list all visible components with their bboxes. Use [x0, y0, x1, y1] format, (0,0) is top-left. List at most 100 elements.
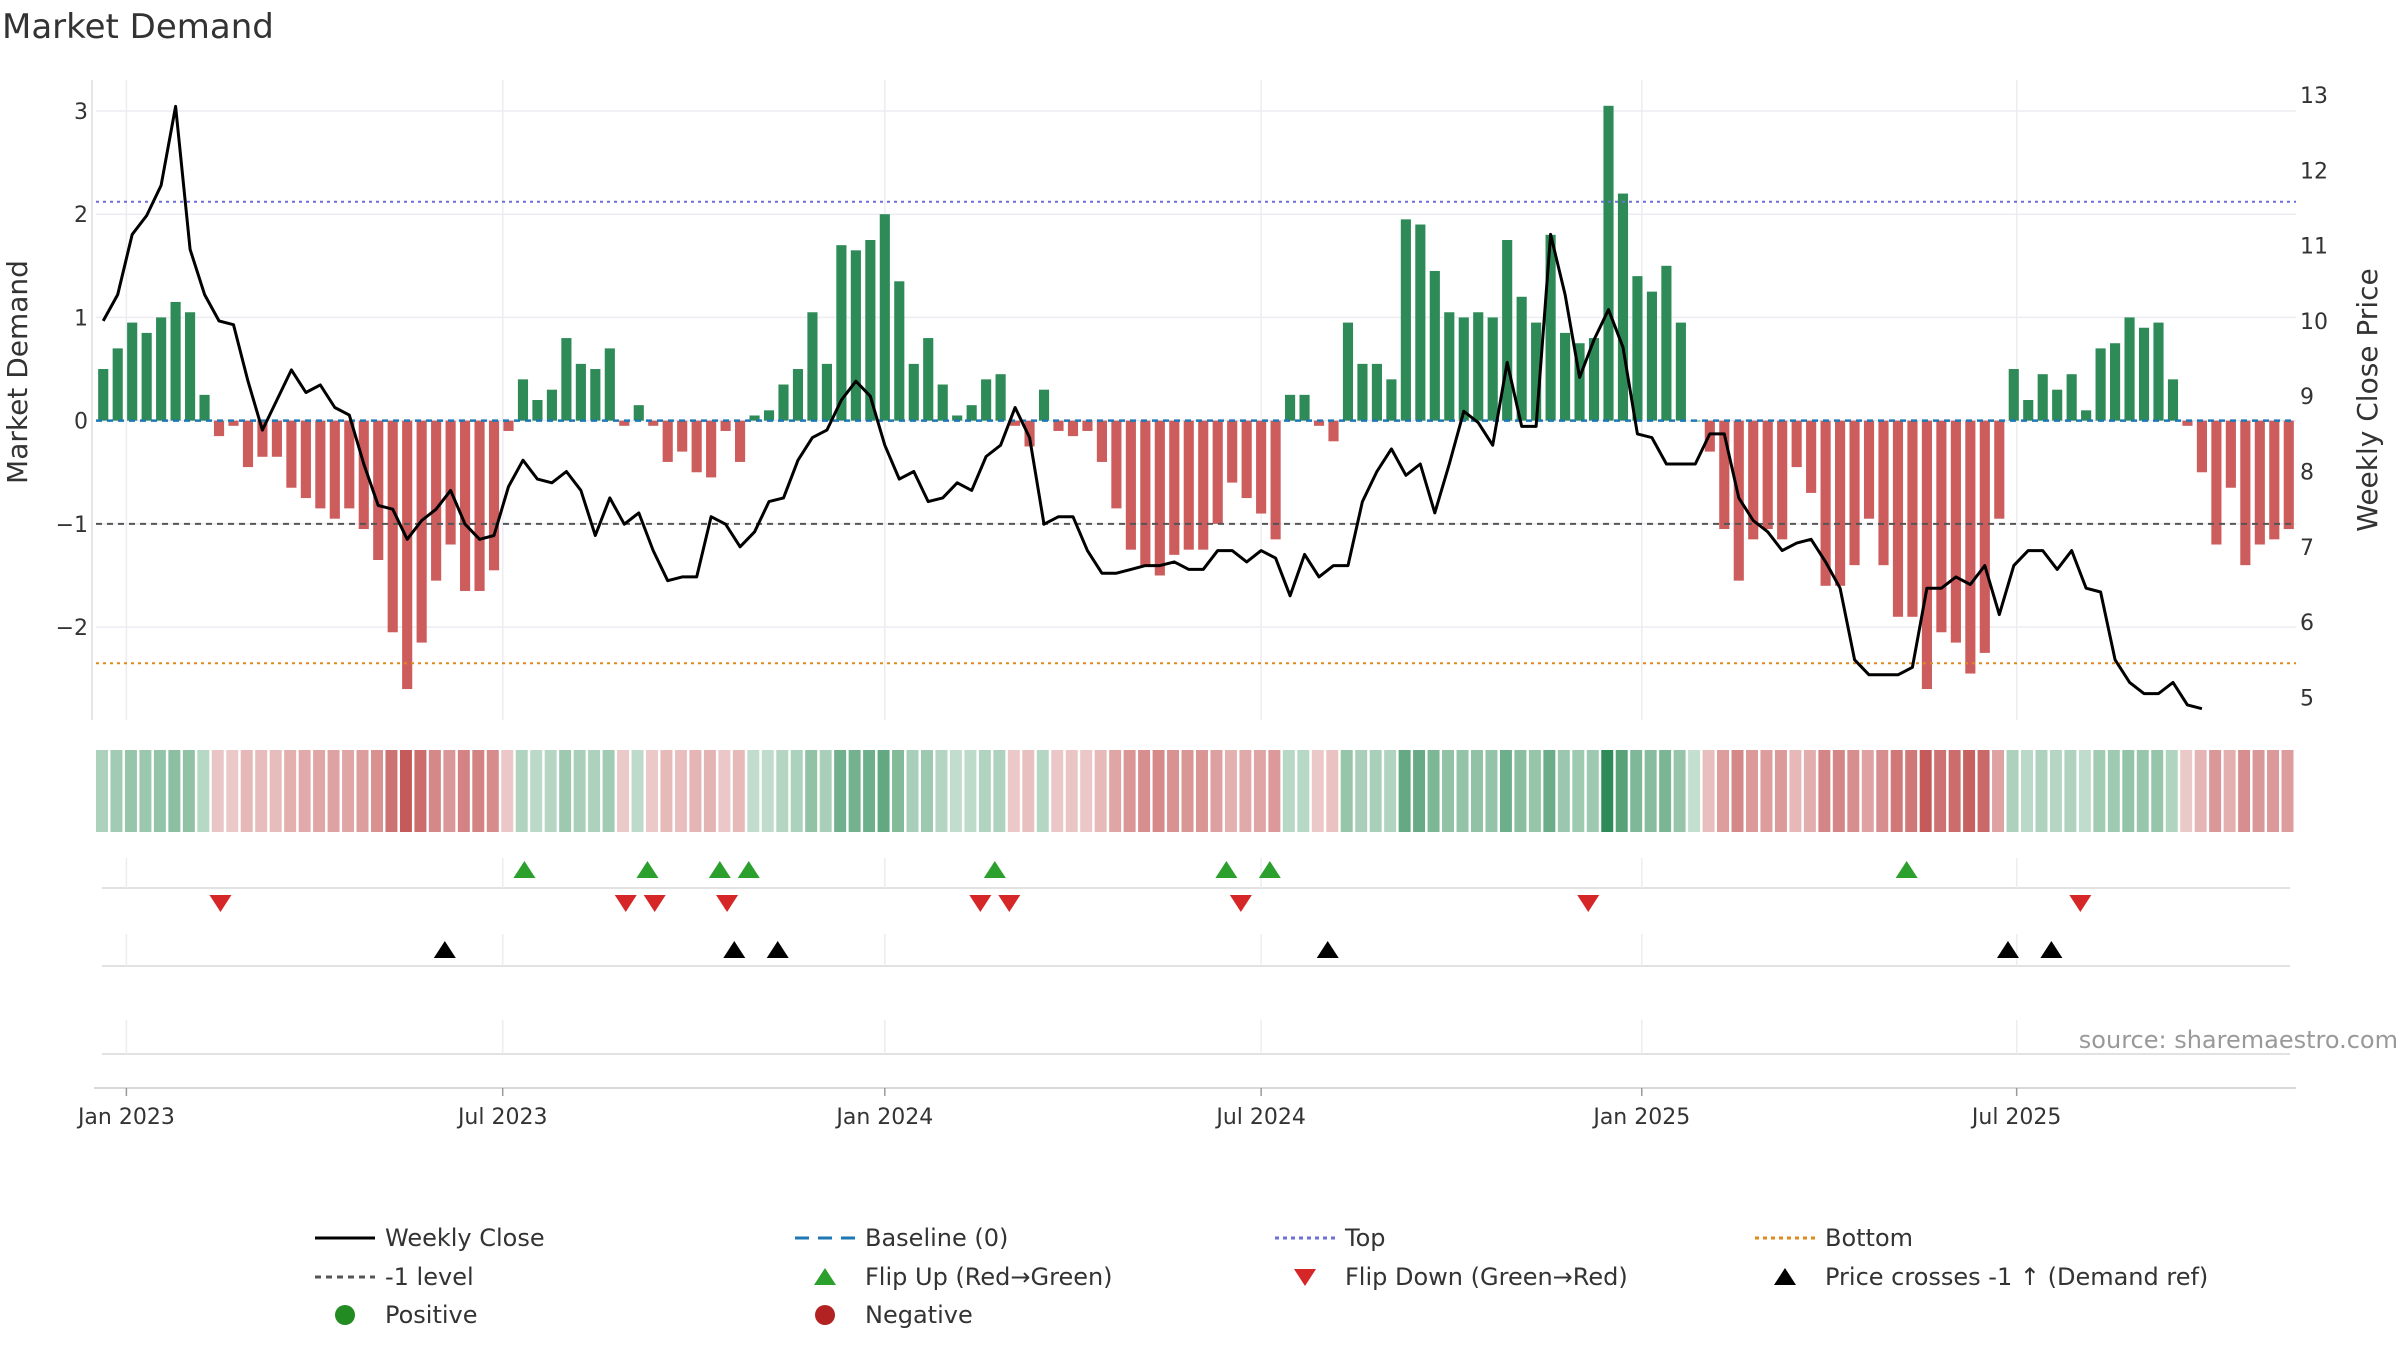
legend-label: Flip Up (Red→Green) — [865, 1263, 1113, 1291]
heat-cell — [1326, 750, 1339, 832]
bar-positive — [199, 394, 210, 421]
bar-negative — [2225, 420, 2236, 488]
heat-cell — [2223, 750, 2236, 832]
price-cross-marker — [723, 941, 746, 958]
bar-positive — [995, 374, 1006, 421]
heat-cell — [1456, 750, 1469, 832]
heat-cell — [515, 750, 528, 832]
bar-negative — [706, 420, 717, 478]
demand-heat-strip — [96, 750, 2294, 832]
bar-positive — [633, 405, 644, 421]
heat-cell — [1717, 750, 1730, 832]
heat-cell — [2035, 750, 2048, 832]
bar-negative — [1806, 420, 1817, 493]
bar-positive — [807, 312, 818, 421]
heat-cell — [501, 750, 514, 832]
bar-negative — [1979, 420, 1990, 653]
heat-cell — [1138, 750, 1151, 832]
legend-swatch — [814, 1268, 836, 1285]
bar-negative — [1328, 420, 1339, 442]
y-axis-left-label: Market Demand — [1, 260, 34, 484]
bar-negative — [213, 420, 225, 437]
heat-cell — [1557, 750, 1570, 832]
heat-cell — [168, 750, 181, 832]
bar-negative — [1067, 420, 1079, 437]
price-cross-marker — [1316, 941, 1339, 958]
heat-cell — [356, 750, 369, 832]
bar-positive — [2153, 322, 2164, 421]
bar-negative — [1024, 420, 1035, 447]
flip-down-marker — [2069, 895, 2092, 912]
bar-negative — [488, 420, 500, 571]
bar-negative — [1125, 420, 1136, 550]
bar-negative — [1849, 420, 1860, 566]
bar-positive — [1285, 394, 1296, 421]
bar-negative — [1227, 420, 1238, 483]
price-cross-marker — [433, 941, 456, 958]
heat-cell — [1615, 750, 1628, 832]
bar-positive — [1342, 322, 1354, 421]
heat-cell — [978, 750, 991, 832]
heat-cell — [313, 750, 326, 832]
bar-negative — [677, 420, 688, 452]
bar-negative — [1140, 420, 1151, 566]
heat-cell — [414, 750, 427, 832]
bar-positive — [127, 322, 138, 421]
heat-cell — [1992, 750, 2005, 832]
heat-cell — [269, 750, 282, 832]
y-tick-left: 1 — [74, 306, 88, 331]
bar-positive — [937, 384, 948, 421]
flip-down-marker — [1577, 895, 1600, 912]
bar-negative — [1936, 420, 1947, 633]
bar-positive — [1646, 291, 1657, 421]
legend-label: Top — [1344, 1224, 1386, 1252]
bar-positive — [2081, 410, 2092, 421]
bar-positive — [141, 332, 152, 421]
bar-positive — [575, 363, 586, 421]
flip-down-marker — [998, 895, 1021, 912]
bar-negative — [329, 420, 340, 519]
heat-cell — [834, 750, 847, 832]
x-tick-label: Jul 2025 — [1970, 1105, 2062, 1130]
legend-swatch — [1294, 1269, 1316, 1286]
heat-cell — [1572, 750, 1585, 832]
bar-positive — [1560, 332, 1571, 421]
heat-cell — [1832, 750, 1845, 832]
price-cross-marker — [2040, 941, 2063, 958]
x-tick-label: Jul 2023 — [456, 1105, 548, 1130]
bar-negative — [720, 420, 731, 431]
bar-negative — [1082, 420, 1093, 431]
bar-negative — [1111, 420, 1122, 509]
bar-positive — [1617, 193, 1629, 421]
bar-positive — [1458, 317, 1469, 421]
heat-cell — [2209, 750, 2222, 832]
bar-positive — [2023, 400, 2034, 421]
bar-negative — [460, 420, 471, 591]
heat-cell — [2165, 750, 2178, 832]
y-tick-left: 0 — [74, 410, 88, 435]
heat-cell — [327, 750, 340, 832]
heat-cell — [1051, 750, 1064, 832]
flip-up-marker — [737, 861, 760, 878]
bar-negative — [1950, 420, 1961, 643]
heat-cell — [1123, 750, 1136, 832]
bar-positive — [1603, 105, 1614, 421]
heat-cell — [1268, 750, 1281, 832]
heat-cell — [1311, 750, 1324, 832]
heat-cell — [124, 750, 137, 832]
flip-down-marker — [614, 895, 637, 912]
heat-cell — [1977, 750, 1990, 832]
heat-cell — [703, 750, 716, 832]
y-tick-right: 10 — [2300, 310, 2328, 335]
bar-negative — [1748, 420, 1759, 540]
legend-label: Weekly Close — [385, 1224, 545, 1252]
heat-cell — [1890, 750, 1903, 832]
bar-negative — [2182, 420, 2193, 426]
bar-positive — [749, 415, 760, 421]
legend-swatch — [335, 1305, 355, 1325]
heat-cell — [1369, 750, 1382, 832]
bar-negative — [242, 420, 254, 468]
flip-up-marker — [983, 861, 1006, 878]
bar-positive — [1588, 338, 1600, 421]
